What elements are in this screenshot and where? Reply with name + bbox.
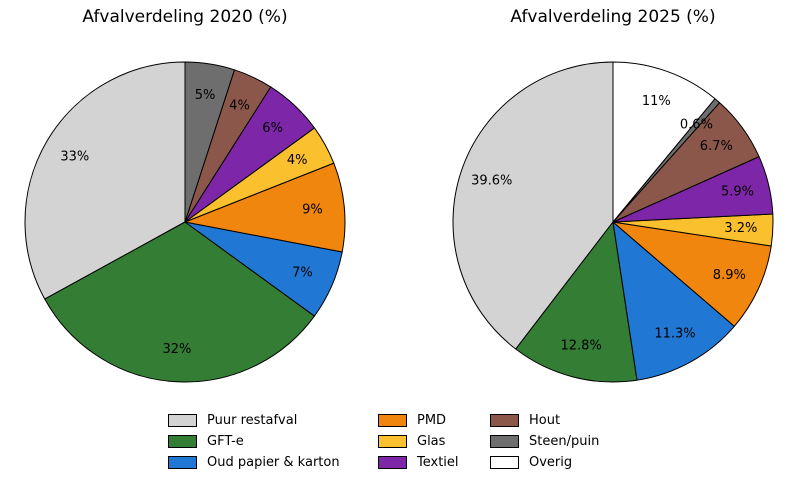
pct-label: 11% <box>642 94 671 109</box>
legend-item-textiel: Textiel <box>378 452 459 473</box>
legend-item-steen-puin: Steen/puin <box>490 431 599 452</box>
pct-label: 6.7% <box>700 139 733 154</box>
legend-item-glas: Glas <box>378 431 459 452</box>
pct-label: 5.9% <box>721 185 754 200</box>
legend-label: Textiel <box>417 455 459 470</box>
pct-label: 3.2% <box>724 221 757 236</box>
legend-item-overig: Overig <box>490 452 599 473</box>
legend-label: Hout <box>529 413 561 428</box>
legend-label: Glas <box>417 434 446 449</box>
legend-swatch <box>490 435 519 448</box>
legend-column: PMD Glas Textiel <box>378 410 459 473</box>
pie-slice <box>184 162 346 253</box>
pct-label: 8.9% <box>713 268 746 283</box>
pct-label: 4% <box>287 153 308 168</box>
pie-2020-title: Afvalverdeling 2020 (%) <box>82 7 288 27</box>
pct-label: 9% <box>302 202 323 217</box>
pct-label: 7% <box>292 265 313 280</box>
legend-item-hout: Hout <box>490 410 599 431</box>
legend-label: Overig <box>529 455 573 470</box>
pie-slice <box>612 61 716 223</box>
legend-column: Hout Steen/puin Overig <box>490 410 599 473</box>
legend-swatch <box>168 456 197 469</box>
pct-label: 4% <box>229 99 250 114</box>
legend-swatch <box>378 456 407 469</box>
pct-label: 6% <box>262 121 283 136</box>
pie-slice <box>184 61 235 223</box>
legend-label: Oud papier & karton <box>207 455 340 470</box>
legend-item-pmd: PMD <box>378 410 459 431</box>
pct-label: 0.6% <box>680 117 713 132</box>
legend-swatch <box>378 435 407 448</box>
pie-2025: 39.6% 12.8% 11.3% 8.9% 3.2% 5.9% 6.7% 0.6% 11% <box>452 61 774 383</box>
legend-item-puur-restafval: Puur restafval <box>168 410 340 431</box>
legend-swatch <box>490 414 519 427</box>
pct-label: 11.3% <box>654 326 695 341</box>
pct-label: 32% <box>163 342 192 357</box>
legend-item-oud-papier-karton: Oud papier & karton <box>168 452 340 473</box>
legend-column: Puur restafval GFT-e Oud papier & karton <box>168 410 340 473</box>
legend-swatch <box>378 414 407 427</box>
legend-swatch <box>490 456 519 469</box>
pie-slice <box>24 61 186 300</box>
pct-label: 12.8% <box>561 338 602 353</box>
pie-slice <box>44 221 315 383</box>
pct-label: 33% <box>60 149 89 164</box>
legend-swatch <box>168 435 197 448</box>
legend-swatch <box>168 414 197 427</box>
legend-item-gft-e: GFT-e <box>168 431 340 452</box>
legend: Puur restafval GFT-e Oud papier & karton PM… <box>0 406 800 480</box>
pie-2025-title: Afvalverdeling 2025 (%) <box>510 7 716 27</box>
legend-label: PMD <box>417 413 447 428</box>
legend-label: Puur restafval <box>207 413 298 428</box>
pies-canvas: 33% 32% 7% 9% 4% 6% 4% 5% 39.6% 12.8% 11.3% 8.9% 3.… <box>24 61 774 383</box>
pie-2020: 33% 32% 7% 9% 4% 6% 4% 5% <box>24 61 346 383</box>
pct-label: 5% <box>195 88 216 103</box>
pct-label: 39.6% <box>471 173 512 188</box>
pie-slice <box>612 221 772 327</box>
pie-slice <box>612 221 735 381</box>
pie-slice <box>515 221 638 383</box>
legend-label: GFT-e <box>207 434 244 449</box>
legend-label: Steen/puin <box>529 434 600 449</box>
pie-slice <box>452 61 614 350</box>
